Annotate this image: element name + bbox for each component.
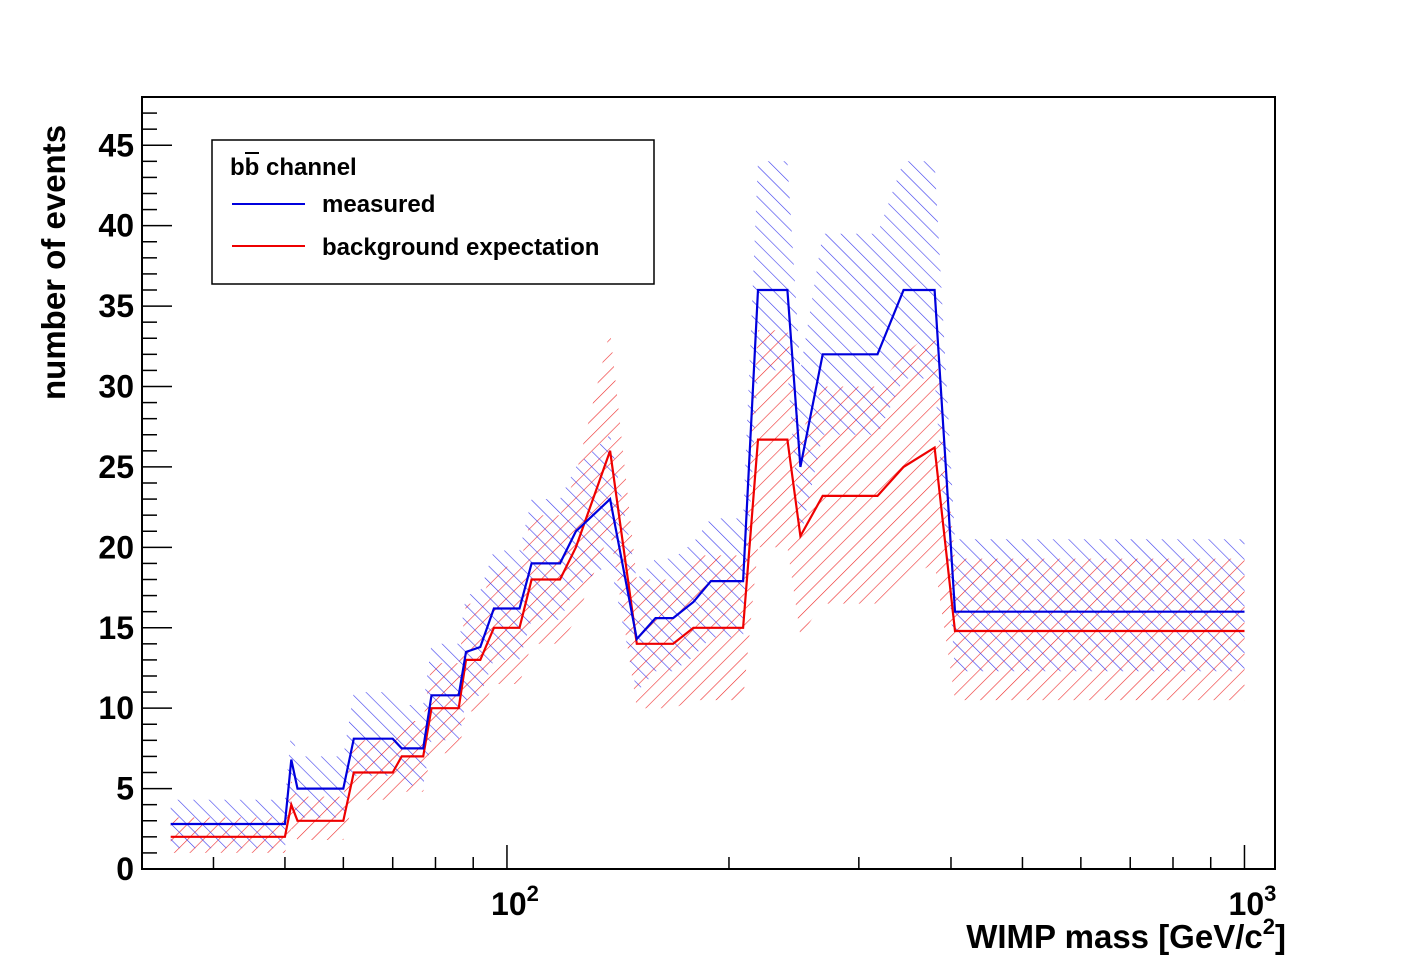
legend: bb channel measured background expectati… xyxy=(211,139,655,285)
y-tick-label: 35 xyxy=(98,288,134,324)
y-tick-label: 25 xyxy=(98,449,134,485)
legend-title: bb channel xyxy=(230,154,357,181)
y-axis: 0 5 10 15 20 25 30 35 40 45 xyxy=(98,96,172,887)
uncertainty-bands xyxy=(170,161,1245,853)
legend-measured-label: measured xyxy=(322,191,435,218)
x-axis-title: WIMP mass [GeV/c2] xyxy=(966,914,1286,955)
legend-background-label: background expectation xyxy=(322,234,599,261)
y-tick-label: 20 xyxy=(98,529,134,565)
x-tick-label: 102 xyxy=(491,881,539,922)
y-tick-label: 15 xyxy=(98,610,134,646)
x-tick-label: 103 xyxy=(1229,881,1277,922)
y-tick-label: 30 xyxy=(98,369,134,405)
legend-box xyxy=(211,139,655,285)
y-tick-label: 40 xyxy=(98,208,134,244)
y-tick-label: 45 xyxy=(98,127,134,163)
measured-line xyxy=(170,288,1245,826)
background-expectation-line xyxy=(170,438,1245,838)
y-axis-title: number of events xyxy=(35,125,72,400)
legend-title-bbar: b xyxy=(245,154,260,181)
series-lines xyxy=(170,288,1245,838)
x-axis: 102 103 xyxy=(212,845,1277,922)
y-tick-label: 5 xyxy=(116,771,134,807)
y-tick-label: 0 xyxy=(116,851,134,887)
y-tick-label: 10 xyxy=(98,690,134,726)
measured-uncertainty-band xyxy=(170,161,1245,849)
